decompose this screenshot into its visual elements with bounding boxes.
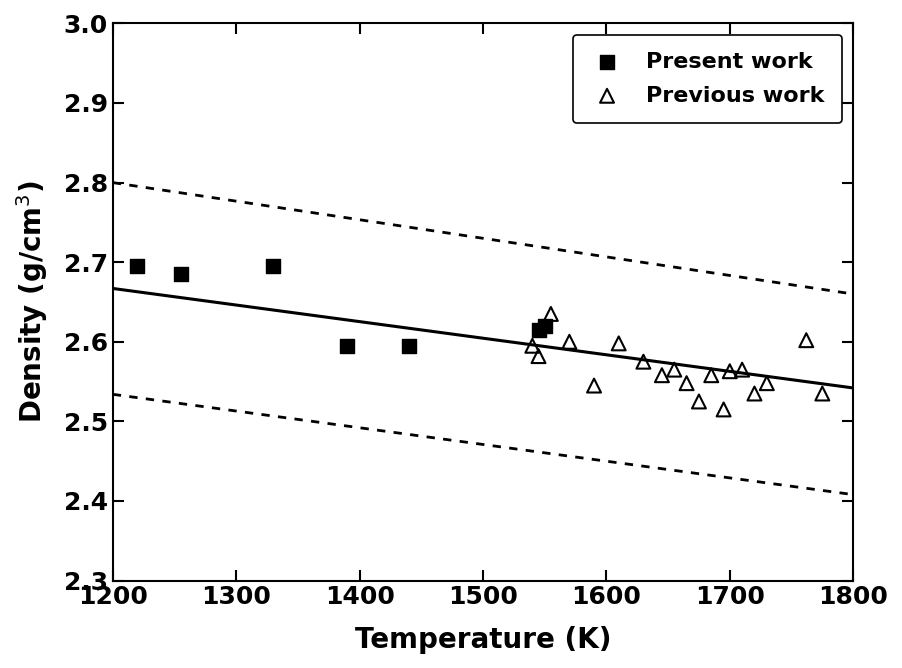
Previous work — [612, 338, 626, 349]
Y-axis label: Density (g/cm$^3$): Density (g/cm$^3$) — [14, 181, 50, 424]
Previous work — [716, 404, 731, 415]
Previous work — [587, 380, 602, 391]
Legend: Present work, Previous work: Present work, Previous work — [573, 35, 842, 124]
Present work — [340, 341, 354, 351]
Previous work — [815, 388, 830, 399]
Previous work — [735, 364, 750, 375]
Present work — [266, 261, 281, 271]
Previous work — [544, 309, 558, 319]
Previous work — [525, 341, 539, 351]
Present work — [130, 261, 144, 271]
Previous work — [747, 388, 761, 399]
Previous work — [723, 366, 737, 377]
Present work — [531, 325, 546, 335]
Previous work — [704, 370, 719, 381]
Previous work — [667, 364, 682, 375]
Previous work — [531, 351, 546, 361]
Previous work — [679, 378, 694, 389]
Present work — [173, 269, 188, 279]
Previous work — [799, 335, 814, 345]
Previous work — [562, 337, 576, 347]
X-axis label: Temperature (K): Temperature (K) — [354, 626, 612, 654]
Previous work — [655, 370, 669, 381]
Present work — [538, 321, 552, 331]
Previous work — [636, 356, 650, 367]
Present work — [401, 341, 416, 351]
Previous work — [692, 396, 706, 407]
Previous work — [759, 378, 774, 389]
